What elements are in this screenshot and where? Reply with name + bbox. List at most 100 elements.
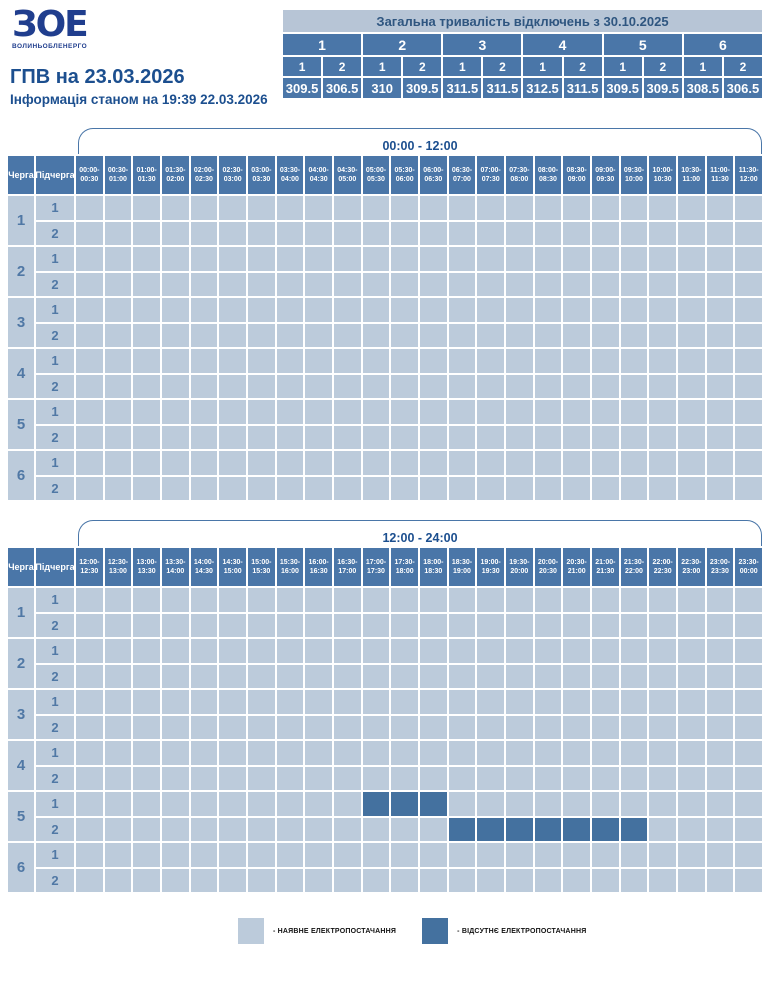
slot-cell [563,451,590,475]
slot-cell [76,476,103,500]
slot-cell [591,451,619,475]
page-title: ГПВ на 23.03.2026 [10,66,185,88]
slot-cell [276,792,304,816]
slot-cell [591,868,619,892]
slot-cell [419,715,447,739]
slot-cell [219,613,246,637]
slot-cell [362,868,390,892]
time-slot-header: 02:30- 03:00 [219,156,246,194]
slot-cell [219,843,246,867]
company-logo: ЗОЕ ВОЛИНЬОБЛЕНЕРГО [12,6,89,51]
slot-cell [161,298,189,322]
time-slot-header: 05:30- 06:00 [391,156,418,194]
slot-cell [362,664,390,688]
legend: - НАЯВНЕ ЕЛЕКТРОПОСТАЧАННЯ - ВІДСУТНЄ ЕЛЕ… [0,918,768,944]
summary-subqueue-header: 1 [443,57,482,76]
slot-cell [448,690,476,714]
time-slot-header: 11:30- 12:00 [735,156,762,194]
summary-total-value: 311.5 [483,78,522,98]
slot-cell [391,613,418,637]
slot-cell [190,766,218,790]
slot-cell [563,843,590,867]
slot-cell [563,298,590,322]
summary-subqueue-header: 1 [603,57,642,76]
slot-cell [190,476,218,500]
time-slot-header: 15:30- 16:00 [276,548,304,586]
slot-cell [161,690,189,714]
slot-cell [591,843,619,867]
slot-cell [448,451,476,475]
slot-cell [735,451,762,475]
time-slot-header: 14:30- 15:00 [219,548,246,586]
time-slot-header: 16:30- 17:00 [333,548,361,586]
slot-cell [276,272,304,296]
slot-cell [190,374,218,398]
slot-cell [76,868,103,892]
slot-cell [448,792,476,816]
slot-cell [649,247,676,271]
slot-cell [477,741,504,765]
time-slot-header: 10:00- 10:30 [649,156,676,194]
slot-cell [219,766,246,790]
slot-cell [76,272,103,296]
slot-cell [190,451,218,475]
slot-cell [333,843,361,867]
slot-cell [591,374,619,398]
period-label-morning: 00:00 - 12:00 [382,138,458,153]
subqueue-label: 1 [36,451,74,475]
slot-cell [448,400,476,424]
slot-cell [133,792,160,816]
slot-cell [477,451,504,475]
slot-cell [161,196,189,220]
slot-cell [448,374,476,398]
outage-cell [477,817,504,841]
time-slot-header: 08:00- 08:30 [534,156,562,194]
slot-cell [591,741,619,765]
time-slot-header: 22:30- 23:00 [677,548,705,586]
slot-cell [534,613,562,637]
legend-swatch-available [238,918,264,944]
slot-cell [133,400,160,424]
summary-queue-header: 1 [283,34,362,55]
slot-cell [104,298,132,322]
slot-cell [477,715,504,739]
summary-subqueue-header: 2 [483,57,522,76]
slot-cell [305,476,332,500]
logo-company-name: ВОЛИНЬОБЛЕНЕРГО [12,43,88,51]
summary-subqueue-header: 2 [403,57,442,76]
slot-cell [305,298,332,322]
slot-cell [276,247,304,271]
slot-cell [706,349,734,373]
time-slot-header: 10:30- 11:00 [677,156,705,194]
queue-label: 2 [8,639,34,688]
subqueue-label: 2 [36,221,74,245]
slot-cell [591,298,619,322]
slot-cell [276,196,304,220]
slot-cell [477,843,504,867]
slot-cell [735,690,762,714]
slot-cell [104,766,132,790]
slot-cell [305,451,332,475]
slot-cell [76,323,103,347]
slot-cell [247,868,275,892]
slot-cell [161,425,189,449]
outage-cell [534,817,562,841]
slot-cell [419,221,447,245]
slot-cell [276,715,304,739]
subqueue-label: 2 [36,425,74,449]
slot-cell [534,664,562,688]
summary-queue-header: 6 [683,34,762,55]
slot-cell [620,741,648,765]
slot-cell [276,741,304,765]
slot-cell [649,196,676,220]
slot-cell [706,400,734,424]
slot-cell [305,425,332,449]
slot-cell [649,817,676,841]
slot-cell [505,664,533,688]
slot-cell [477,298,504,322]
slot-cell [563,476,590,500]
slot-cell [76,425,103,449]
outage-cell [419,792,447,816]
slot-cell [677,476,705,500]
slot-cell [219,451,246,475]
